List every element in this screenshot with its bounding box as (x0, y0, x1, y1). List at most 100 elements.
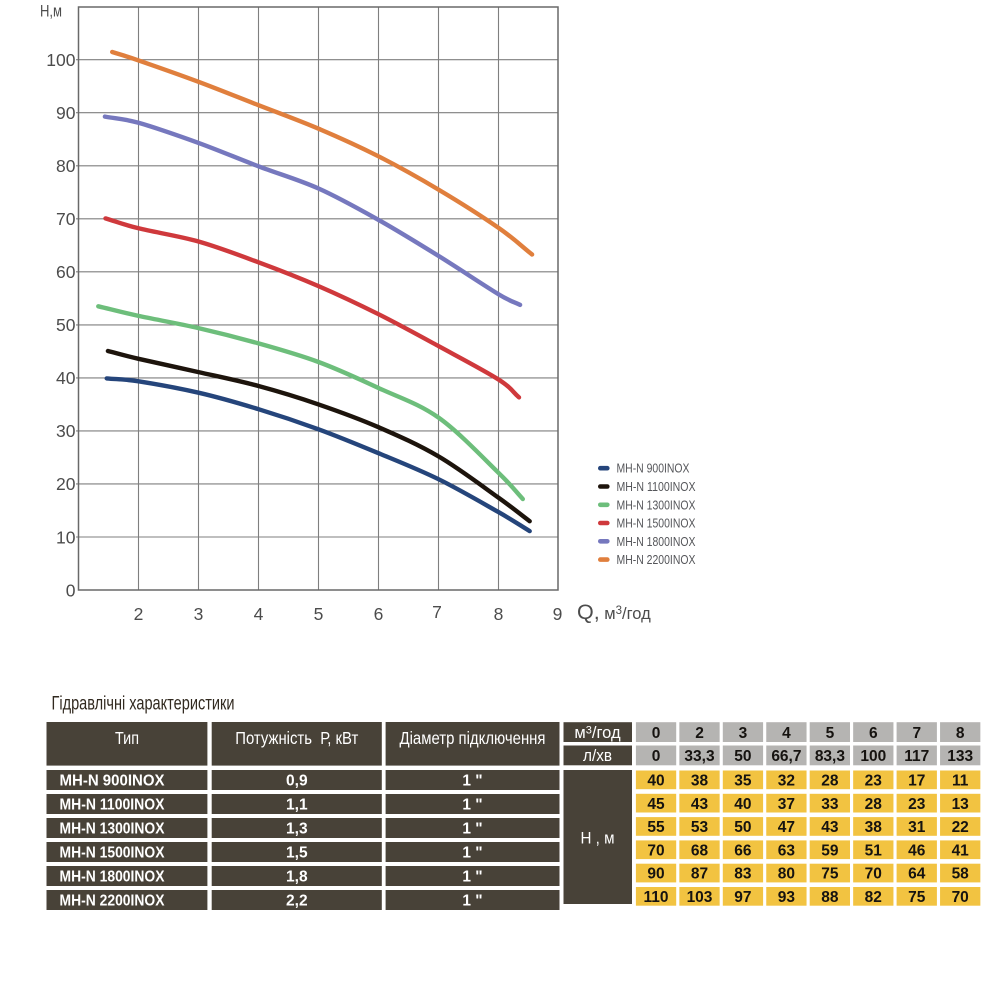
svg-text:MH-N 900INOX: MH-N 900INOX (60, 773, 166, 790)
svg-text:50: 50 (734, 819, 751, 836)
svg-text:1 ": 1 " (462, 893, 482, 910)
svg-text:Потужність Р, кВт: Потужність Р, кВт (235, 728, 358, 748)
svg-text:22: 22 (952, 819, 969, 836)
svg-text:1,3: 1,3 (286, 821, 308, 838)
svg-text:23: 23 (908, 796, 926, 813)
svg-text:2,2: 2,2 (286, 893, 308, 910)
svg-text:MH-N 1500INOX: MH-N 1500INOX (60, 845, 166, 862)
svg-text:117: 117 (904, 748, 929, 765)
svg-text:13: 13 (952, 796, 970, 813)
svg-text:70: 70 (647, 842, 664, 859)
svg-text:83,3: 83,3 (815, 748, 846, 765)
svg-text:MH-N 1100INOX: MH-N 1100INOX (617, 480, 697, 494)
svg-text:1 ": 1 " (462, 773, 482, 790)
svg-text:Н,м: Н,м (40, 2, 62, 21)
svg-text:100: 100 (860, 748, 886, 765)
svg-text:45: 45 (647, 796, 665, 813)
svg-text:63: 63 (778, 842, 796, 859)
svg-text:9: 9 (553, 604, 563, 624)
svg-text:40: 40 (647, 773, 664, 790)
svg-text:1,8: 1,8 (286, 869, 308, 886)
svg-text:50: 50 (56, 315, 76, 335)
svg-text:1,5: 1,5 (286, 845, 308, 862)
svg-text:Q, м3/год: Q, м3/год (577, 600, 651, 624)
svg-text:46: 46 (908, 842, 926, 859)
svg-text:23: 23 (865, 773, 883, 790)
svg-text:53: 53 (691, 819, 709, 836)
svg-text:MH-N 2200INOX: MH-N 2200INOX (617, 553, 697, 567)
svg-text:37: 37 (778, 796, 795, 813)
svg-text:MH-N 900INOX: MH-N 900INOX (617, 462, 691, 476)
svg-text:20: 20 (56, 474, 76, 494)
svg-text:103: 103 (687, 889, 713, 906)
svg-text:8: 8 (956, 725, 965, 742)
svg-text:2: 2 (134, 604, 144, 624)
svg-text:80: 80 (56, 156, 76, 176)
svg-text:93: 93 (778, 889, 796, 906)
svg-text:MH-N 1500INOX: MH-N 1500INOX (617, 517, 697, 531)
svg-text:43: 43 (691, 796, 709, 813)
svg-text:110: 110 (643, 889, 668, 906)
svg-text:75: 75 (908, 889, 926, 906)
svg-text:47: 47 (778, 819, 795, 836)
svg-text:66: 66 (734, 842, 752, 859)
svg-text:MH-N 1800INOX: MH-N 1800INOX (60, 869, 166, 886)
svg-text:7: 7 (432, 602, 442, 622)
svg-text:70: 70 (865, 866, 882, 883)
svg-text:32: 32 (778, 773, 795, 790)
svg-text:3: 3 (194, 604, 204, 624)
svg-text:5: 5 (826, 725, 835, 742)
svg-text:0,9: 0,9 (286, 773, 308, 790)
svg-text:38: 38 (691, 773, 709, 790)
svg-text:3: 3 (739, 725, 748, 742)
svg-text:28: 28 (821, 773, 839, 790)
svg-text:11: 11 (952, 773, 969, 790)
svg-text:50: 50 (734, 748, 751, 765)
svg-text:133: 133 (947, 748, 973, 765)
svg-text:17: 17 (908, 773, 925, 790)
svg-text:MH-N 2200INOX: MH-N 2200INOX (60, 893, 166, 910)
svg-text:0: 0 (652, 748, 661, 765)
svg-text:83: 83 (734, 866, 752, 883)
svg-text:28: 28 (865, 796, 883, 813)
svg-text:40: 40 (734, 796, 751, 813)
svg-text:MH-N 1800INOX: MH-N 1800INOX (617, 535, 697, 549)
svg-text:51: 51 (865, 842, 883, 859)
svg-text:58: 58 (952, 866, 970, 883)
svg-text:70: 70 (952, 889, 969, 906)
svg-text:75: 75 (821, 866, 839, 883)
svg-text:м3/год: м3/год (574, 724, 621, 742)
svg-text:10: 10 (56, 527, 76, 547)
svg-text:2: 2 (695, 725, 704, 742)
svg-text:33,3: 33,3 (684, 748, 715, 765)
svg-text:35: 35 (734, 773, 752, 790)
svg-text:6: 6 (869, 725, 878, 742)
svg-text:38: 38 (865, 819, 883, 836)
svg-text:Діаметр підключення: Діаметр підключення (400, 728, 546, 748)
svg-text:90: 90 (647, 866, 664, 883)
svg-text:1 ": 1 " (462, 869, 482, 886)
svg-text:66,7: 66,7 (771, 748, 801, 765)
svg-text:33: 33 (821, 796, 839, 813)
svg-text:41: 41 (952, 842, 970, 859)
svg-text:1 ": 1 " (462, 821, 482, 838)
svg-text:60: 60 (56, 262, 76, 282)
svg-text:87: 87 (691, 866, 708, 883)
svg-text:59: 59 (821, 842, 839, 859)
svg-text:MH-N 1100INOX: MH-N 1100INOX (60, 797, 166, 814)
svg-text:Гідравлічні характеристики: Гідравлічні характеристики (52, 694, 235, 715)
svg-text:8: 8 (494, 604, 504, 624)
svg-text:6: 6 (374, 604, 384, 624)
svg-text:82: 82 (865, 889, 882, 906)
svg-text:55: 55 (647, 819, 665, 836)
svg-text:4: 4 (254, 604, 264, 624)
svg-text:0: 0 (652, 725, 661, 742)
svg-text:л/хв: л/хв (583, 747, 612, 765)
svg-text:Н , м: Н , м (581, 830, 615, 848)
svg-text:90: 90 (56, 103, 76, 123)
svg-text:4: 4 (782, 725, 791, 742)
svg-text:100: 100 (46, 50, 75, 70)
svg-text:88: 88 (821, 889, 839, 906)
svg-text:30: 30 (56, 421, 76, 441)
svg-text:31: 31 (908, 819, 926, 836)
